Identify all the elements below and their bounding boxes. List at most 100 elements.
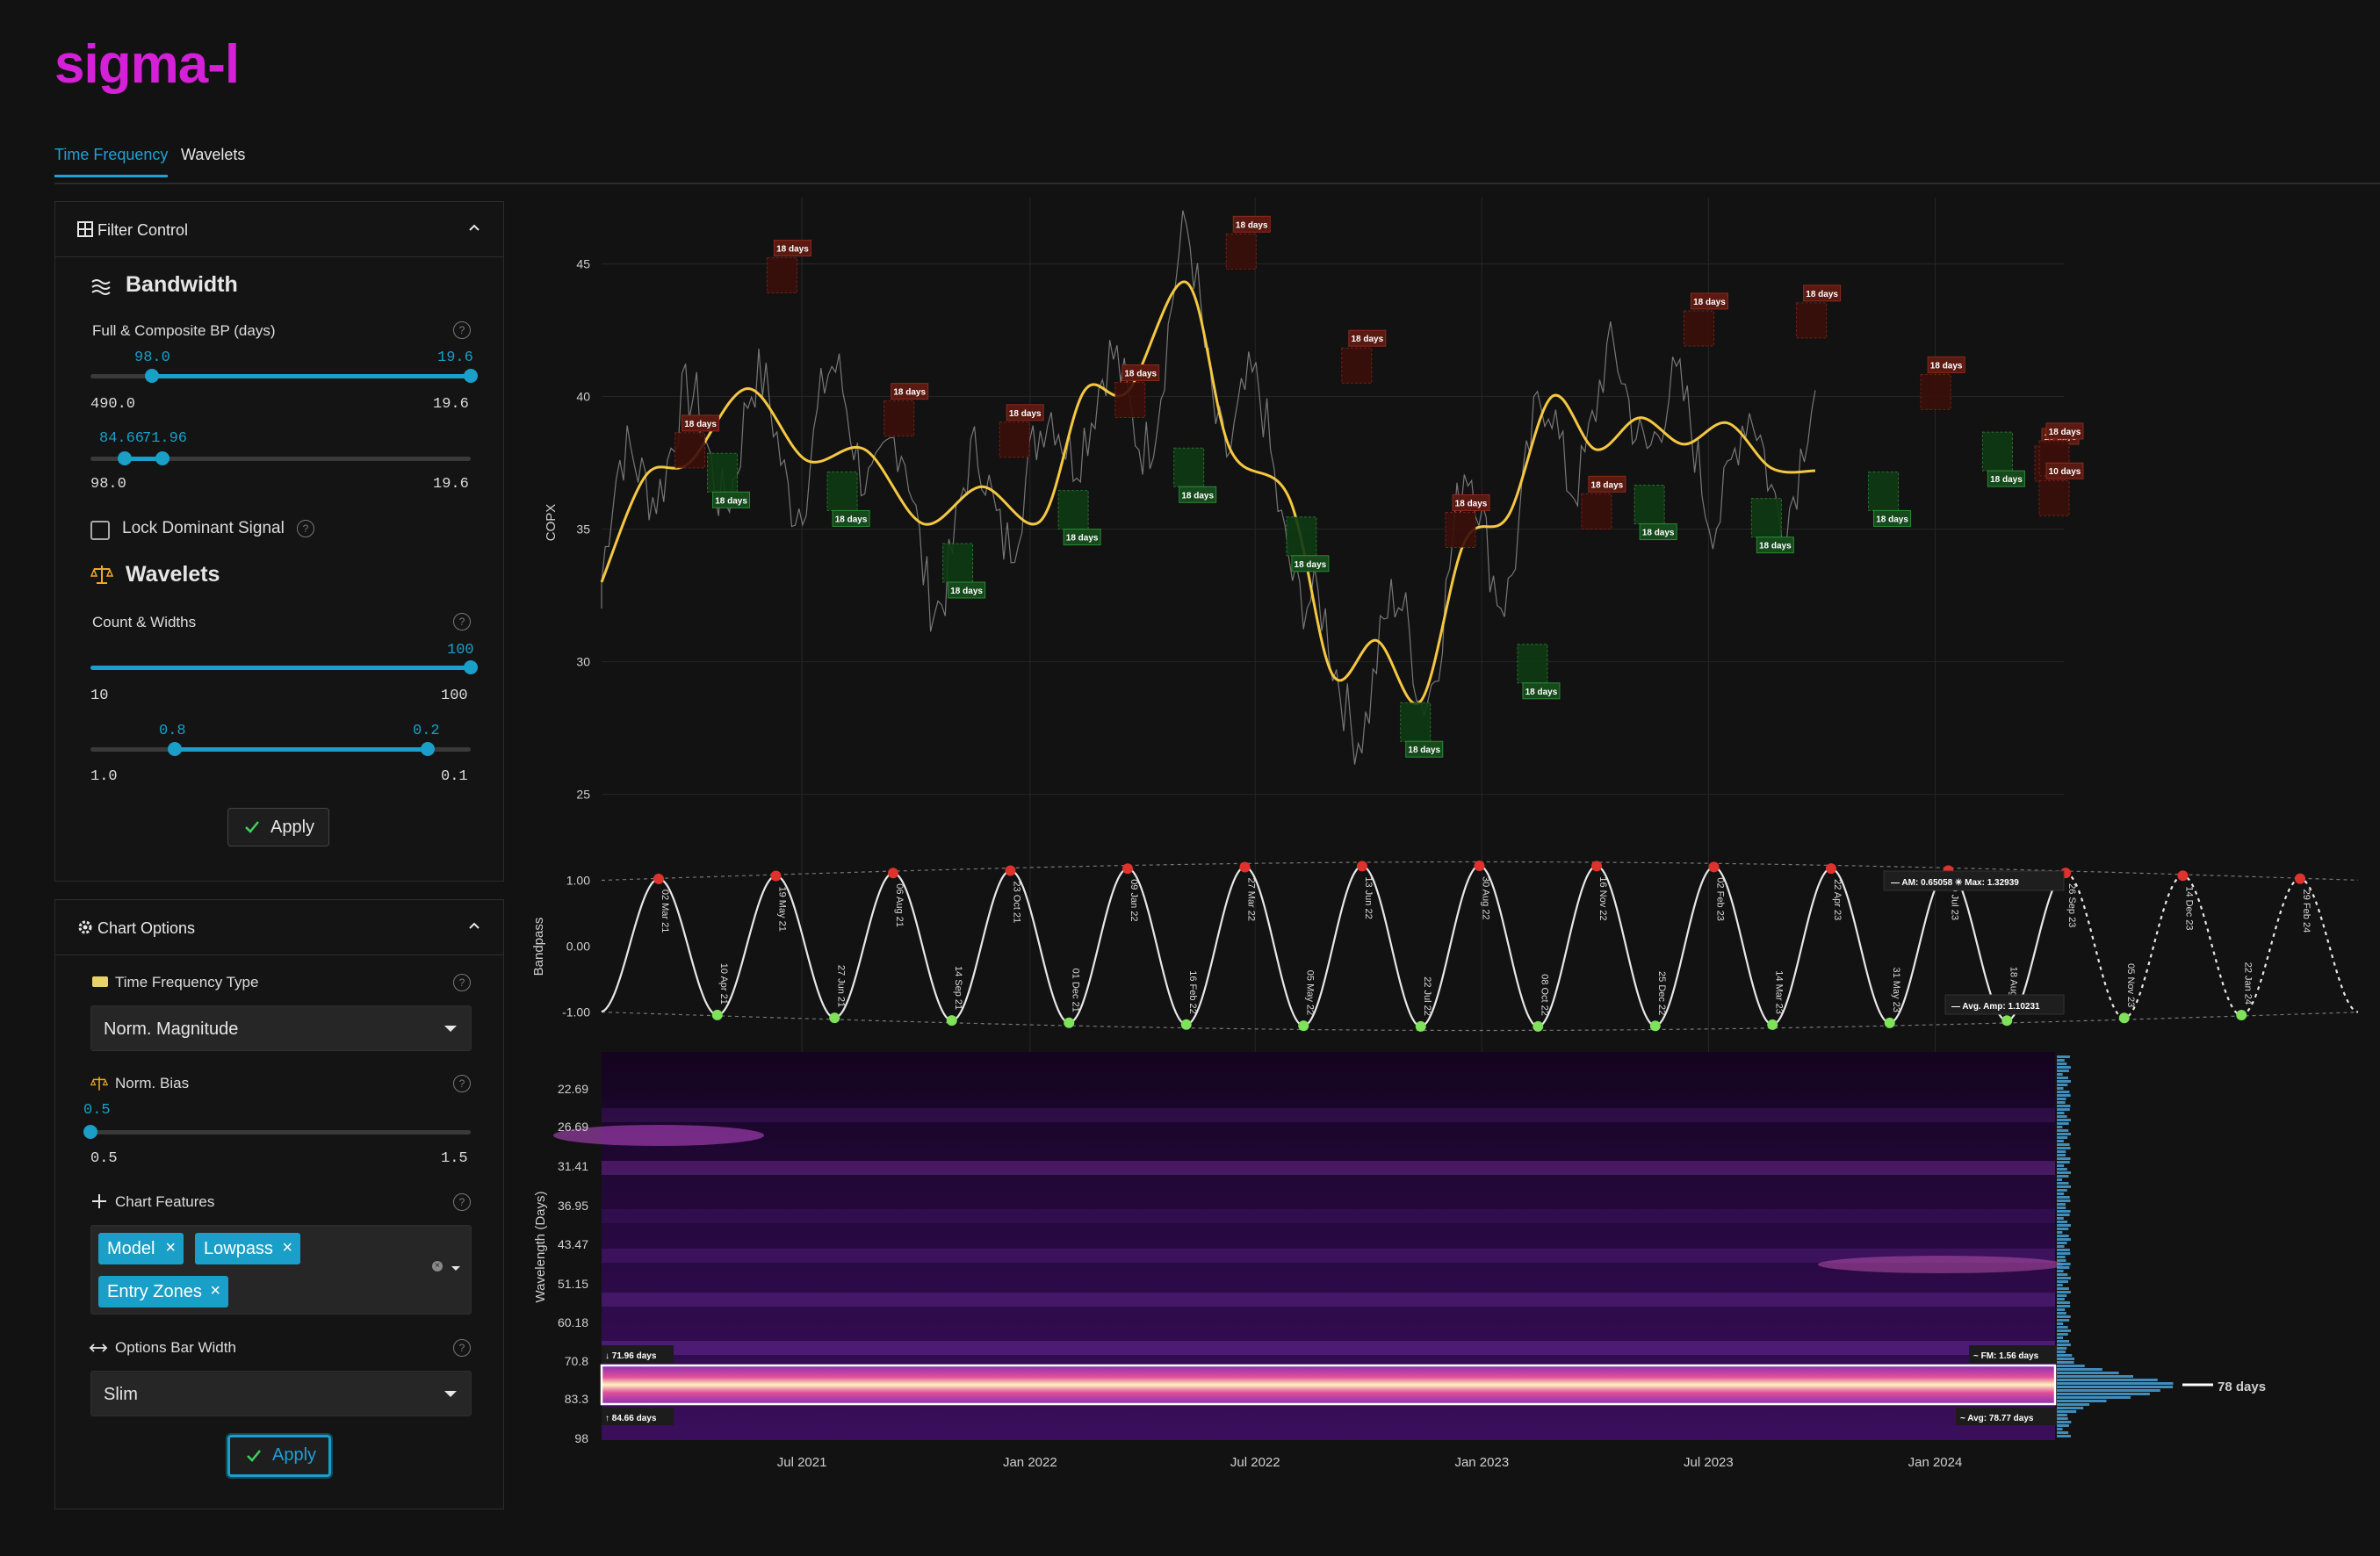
time-frequency-chart[interactable]: 45 40 35 30 25 COPX 18 days 18 days 18 days 18 da…: [518, 193, 2371, 1493]
count-slider-thumb[interactable]: [464, 660, 478, 674]
x-axis-tick: Jul 2022: [1230, 1455, 1280, 1470]
bandpass-y-tick: 1.00: [566, 874, 590, 888]
help-icon[interactable]: ?: [453, 1075, 471, 1092]
spectrum-bar: [2057, 1435, 2071, 1437]
width-slider-low-thumb[interactable]: [168, 742, 182, 756]
time-frequency-type-select[interactable]: Norm. Magnitude: [90, 1005, 472, 1051]
chevron-down-icon: [444, 1026, 457, 1032]
spectrum-bar: [2057, 1157, 2071, 1160]
chevron-up-icon[interactable]: [466, 220, 482, 235]
spectrum-bar: [2057, 1105, 2071, 1107]
spectrum-bar: [2057, 1087, 2064, 1090]
filter-control-header[interactable]: Filter Control: [55, 202, 503, 257]
tab-wavelets[interactable]: Wavelets: [181, 146, 246, 163]
fm-box: [1969, 1345, 2064, 1363]
bandpass-trough-dot: [1533, 1020, 1544, 1032]
spectrum-bar: [2057, 1178, 2063, 1181]
spectrum-bar: [2057, 1084, 2068, 1086]
spectrum-bar: [2057, 1189, 2067, 1192]
spectrum-bar: [2057, 1249, 2070, 1251]
time-frequency-type-label: Time Frequency Type: [115, 974, 259, 991]
spectrum-bar: [2057, 1333, 2068, 1336]
bp-slider2-max: 19.6: [433, 476, 469, 493]
help-icon[interactable]: ?: [453, 613, 471, 630]
chevron-down-icon[interactable]: [451, 1266, 460, 1271]
bp-slider2-high-value: 71.96: [142, 430, 188, 447]
spectrum-bar: [2057, 1322, 2064, 1325]
bandwidth-title: Bandwidth: [126, 272, 238, 297]
lock-dominant-signal-checkbox[interactable]: [90, 521, 110, 540]
spectrum-bar: [2057, 1221, 2068, 1223]
price-y-tick: 35: [576, 522, 590, 537]
spectrum-bar: [2057, 1077, 2068, 1079]
heatmap-band: [602, 1161, 2055, 1175]
width-slider-fill: [175, 747, 428, 752]
options-bar-width-select[interactable]: Slim: [90, 1371, 472, 1416]
bp-slider2-low-value: 84.66: [99, 430, 145, 447]
extrema-date-label: 25 Dec 22: [1656, 971, 1667, 1015]
chart-options-apply-button[interactable]: Apply: [226, 1433, 333, 1479]
bp-slider2-low-thumb[interactable]: [118, 451, 132, 465]
trough-label: 18 days: [1876, 515, 1908, 524]
remove-chip-icon[interactable]: ×: [210, 1281, 220, 1300]
trough-label-box: [832, 509, 870, 527]
width-slider-max: 0.1: [441, 768, 468, 785]
peak-entry-zone: [883, 400, 915, 437]
x-axis-tick: Jan 2023: [1454, 1455, 1509, 1470]
remove-chip-icon[interactable]: ×: [282, 1238, 292, 1257]
spectrum-bar: [2057, 1277, 2071, 1279]
bandpass-trough-dot: [2001, 1015, 2013, 1027]
extrema-date-label: 23 Oct 21: [1012, 882, 1022, 924]
bp-slider2-high-thumb[interactable]: [155, 451, 169, 465]
bandpass-peak-dot: [1591, 861, 1602, 872]
bandpass-trough-dot: [1884, 1017, 1895, 1028]
norm-bias-track[interactable]: [90, 1130, 471, 1135]
trough-entry-zone: [1057, 490, 1089, 530]
trough-entry-zone: [707, 452, 739, 493]
help-icon[interactable]: ?: [453, 1339, 471, 1357]
trough-label: 18 days: [950, 587, 983, 596]
peak-entry-zone: [999, 421, 1030, 458]
trough-label: 18 days: [1066, 534, 1099, 544]
spectrum-bar: [2057, 1287, 2069, 1290]
spectrum-bar: [2057, 1340, 2070, 1343]
peak-entry-zone: [2038, 479, 2070, 516]
extrema-date-label: 31 May 23: [1891, 967, 1901, 1012]
remove-chip-icon[interactable]: ×: [165, 1238, 176, 1257]
help-icon[interactable]: ?: [453, 974, 471, 991]
width-slider-high-thumb[interactable]: [421, 742, 435, 756]
spectrum-bar: [2057, 1228, 2069, 1230]
peak-label-box: [1006, 404, 1044, 421]
clear-icon[interactable]: ×: [432, 1261, 443, 1271]
chevron-down-icon: [444, 1391, 457, 1397]
options-bar-width-label: Options Bar Width: [115, 1339, 236, 1356]
bandpass-peak-dot: [1474, 861, 1485, 872]
help-icon[interactable]: ?: [453, 321, 471, 339]
filter-apply-button[interactable]: Apply: [227, 808, 329, 846]
help-icon[interactable]: ?: [453, 1193, 471, 1211]
spectrum-bar: [2057, 1308, 2066, 1311]
bandpass-peak-dot: [1122, 863, 1133, 875]
help-icon[interactable]: ?: [297, 520, 314, 537]
peak-label-box: [1452, 493, 1490, 511]
peak-label: 18 days: [1124, 369, 1157, 378]
trough-label: 18 days: [1408, 746, 1440, 755]
count-widths-label: Count & Widths: [92, 614, 197, 630]
bp-slider2-track[interactable]: [90, 457, 471, 461]
bandpass-y-tick: 0.00: [566, 940, 590, 954]
bp-slider1-high-thumb[interactable]: [464, 369, 478, 383]
heatmap-band: [602, 1108, 2055, 1122]
filter-control-title: Filter Control: [97, 221, 189, 239]
heatmap-y-tick: 51.15: [558, 1277, 588, 1291]
spectrum-bar: [2057, 1351, 2066, 1353]
feature-chip-label: Entry Zones: [107, 1282, 202, 1301]
spectrum-bar: [2057, 1375, 2134, 1378]
heatmap-y-tick: 26.69: [558, 1120, 588, 1134]
chevron-up-icon[interactable]: [466, 918, 482, 933]
bandpass-lower-envelope: [601, 1011, 2359, 1032]
tab-time-frequency[interactable]: Time Frequency: [54, 146, 169, 177]
chart-features-multiselect[interactable]: Model × Lowpass × Entry Zones × ×: [90, 1225, 472, 1315]
bp-slider1-low-thumb[interactable]: [145, 369, 159, 383]
norm-bias-thumb[interactable]: [83, 1125, 97, 1139]
chart-options-header[interactable]: Chart Options: [55, 900, 503, 955]
